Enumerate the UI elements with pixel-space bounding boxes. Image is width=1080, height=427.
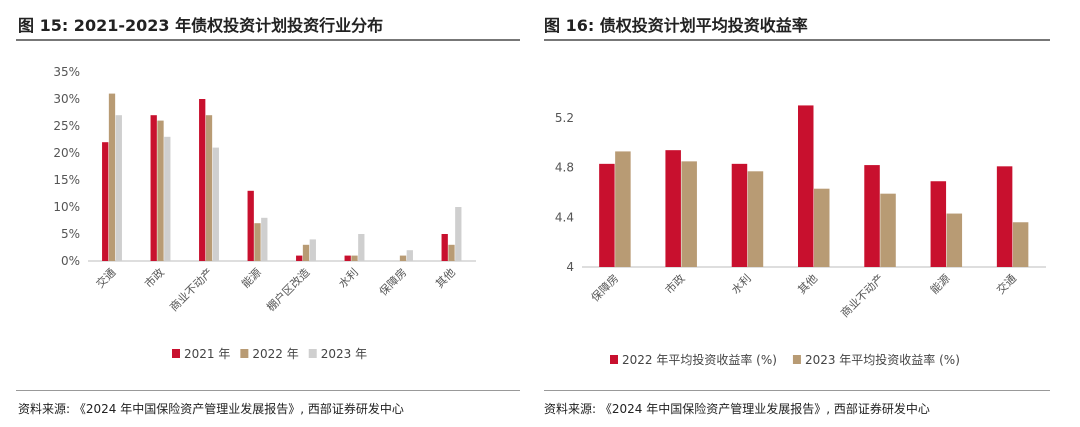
bar xyxy=(254,223,261,261)
bar xyxy=(615,151,631,267)
bar xyxy=(247,190,254,261)
x-tick-label: 商业不动产 xyxy=(838,271,887,320)
x-tick-label: 其他 xyxy=(795,272,820,297)
y-tick-label: 0% xyxy=(61,254,80,268)
x-tick-label: 水利 xyxy=(729,272,754,297)
bar xyxy=(599,163,615,267)
title-rule xyxy=(16,39,520,41)
x-tick-label: 其他 xyxy=(433,266,458,291)
bar xyxy=(399,255,407,261)
y-tick-label: 35% xyxy=(53,65,80,79)
average-yield-chart: 4 4.4 4.8 5.2 保障房 市政 水利 其他 商业不动产 能源 交通 2022 年平均投资收益… xyxy=(555,105,1046,367)
bar xyxy=(930,181,947,267)
left-panel: 图 15: 2021-2023 年债权投资计划投资行业分布 0% 5% 10% 15%… xyxy=(0,0,530,427)
bar xyxy=(358,234,365,261)
y-tick-label: 5.2 xyxy=(555,111,574,125)
y-tick-label: 4.4 xyxy=(555,210,574,224)
bar xyxy=(157,120,164,261)
y-tick-label: 10% xyxy=(53,200,80,214)
y-tick-label: 4.8 xyxy=(555,161,574,175)
bar xyxy=(344,255,351,261)
x-tick-label: 商业不动产 xyxy=(167,265,216,314)
source-note: 资料来源: 《2024 年中国保险资产管理业发展报告》, 西部证券研发中心 xyxy=(18,402,404,416)
bar xyxy=(108,93,116,261)
x-tick-label: 水利 xyxy=(336,266,361,291)
bar xyxy=(946,213,963,267)
source-rule xyxy=(16,390,520,391)
legend-label: 2021 年 xyxy=(184,347,230,361)
legend-swatch xyxy=(610,355,618,364)
bar xyxy=(164,136,171,261)
y-tick-label: 20% xyxy=(53,146,80,160)
x-tick-label: 能源 xyxy=(927,271,952,296)
bar xyxy=(309,239,316,261)
bar xyxy=(102,142,109,261)
x-tick-label: 市政 xyxy=(662,271,687,296)
y-tick-label: 15% xyxy=(53,173,80,187)
bar xyxy=(406,250,413,261)
bar xyxy=(665,150,681,267)
bar xyxy=(448,244,455,261)
bar xyxy=(205,115,213,261)
bar xyxy=(296,255,303,261)
y-tick-label: 25% xyxy=(53,119,80,133)
y-tick-label: 4 xyxy=(566,260,574,274)
x-tick-label: 棚户区改造 xyxy=(264,265,313,314)
source-note: 资料来源: 《2024 年中国保险资产管理业发展报告》, 西部证券研发中心 xyxy=(544,402,930,416)
legend-swatch xyxy=(308,349,317,358)
bar xyxy=(150,115,157,261)
bar xyxy=(864,165,880,267)
bar xyxy=(747,171,764,267)
legend-label: 2023 年 xyxy=(321,347,367,361)
x-tick-label: 能源 xyxy=(238,265,263,290)
legend-label: 2022 年 xyxy=(252,347,298,361)
legend-label: 2023 年平均投资收益率 (%) xyxy=(805,352,960,367)
bar xyxy=(441,234,448,261)
x-tick-label: 保障房 xyxy=(588,271,621,304)
title-rule xyxy=(544,39,1050,41)
y-tick-label: 5% xyxy=(61,227,80,241)
bar xyxy=(261,217,268,261)
industry-distribution-chart: 0% 5% 10% 15% 20% 25% 30% 35% 交通 市政 商业不动产 能源 棚户区改造 水利… xyxy=(53,65,476,361)
legend-swatch xyxy=(172,349,180,358)
bar xyxy=(351,255,358,261)
bar xyxy=(1012,222,1029,267)
figure-title: 图 16: 债权投资计划平均投资收益率 xyxy=(544,16,808,35)
bar xyxy=(212,147,219,261)
bar xyxy=(880,193,896,267)
bar xyxy=(996,166,1013,267)
bar xyxy=(814,188,830,267)
bar xyxy=(455,207,462,261)
bar xyxy=(681,161,697,267)
figure-title: 图 15: 2021-2023 年债权投资计划投资行业分布 xyxy=(18,16,384,35)
source-rule xyxy=(544,390,1050,391)
bar xyxy=(798,105,814,267)
bar xyxy=(302,244,310,261)
x-tick-label: 保障房 xyxy=(376,265,409,298)
legend-swatch xyxy=(792,355,801,364)
y-tick-label: 30% xyxy=(53,92,80,106)
bar xyxy=(199,99,206,261)
x-tick-label: 市政 xyxy=(141,265,166,290)
x-tick-label: 交通 xyxy=(994,271,1019,296)
bar xyxy=(731,163,748,267)
legend-label: 2022 年平均投资收益率 (%) xyxy=(622,352,777,367)
bar xyxy=(115,115,122,261)
right-panel: 图 16: 债权投资计划平均投资收益率 4 4.4 4.8 5.2 保障房 市政 水利 其他商… xyxy=(540,0,1080,427)
legend-swatch xyxy=(240,349,249,358)
x-tick-label: 交通 xyxy=(93,265,118,290)
